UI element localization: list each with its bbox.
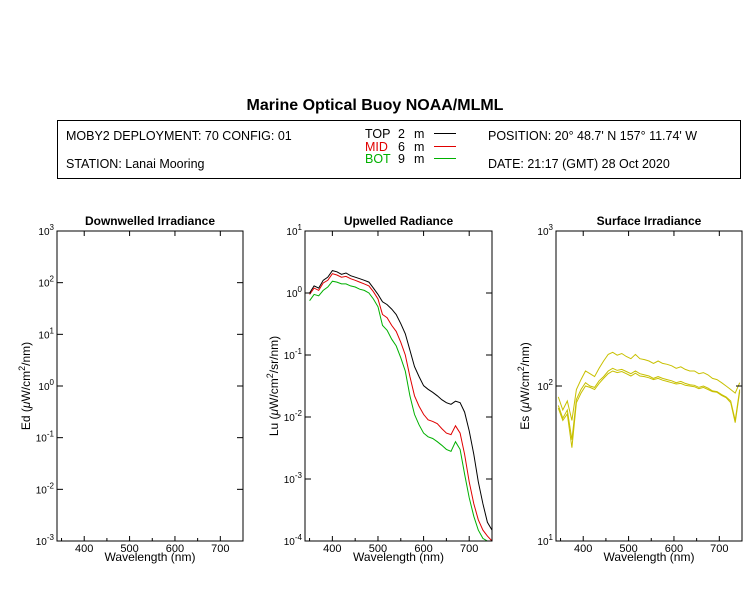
x-tick-label: 500 — [120, 543, 138, 555]
deployment-text: MOBY2 DEPLOYMENT: 70 CONFIG: 01 — [66, 129, 292, 143]
plot-frame — [56, 230, 244, 542]
series-line-es-2 — [557, 367, 741, 440]
y-tick-label: 10-1 — [36, 430, 55, 445]
x-axis-label: Wavelength (nm) — [105, 550, 196, 564]
y-tick-label: 10-2 — [284, 409, 303, 424]
x-axis-label: Wavelength (nm) — [604, 550, 695, 564]
x-tick-label: 700 — [460, 543, 478, 555]
y-axis-label: Ed (μW/cm2/nm) — [17, 342, 33, 430]
x-tick-label: 400 — [323, 543, 341, 555]
legend-mid-name: MID — [365, 140, 388, 154]
page-title: Marine Optical Buoy NOAA/MLML — [246, 97, 504, 114]
chart-title: Surface Irradiance — [597, 214, 702, 228]
y-tick-label: 10-4 — [284, 533, 303, 548]
y-tick-label: 102 — [537, 378, 553, 393]
legend-bot-depth: 9 — [398, 152, 405, 166]
legend-bot-name: BOT — [365, 152, 391, 166]
date-text: DATE: 21:17 (GMT) 28 Oct 2020 — [488, 157, 670, 171]
chart-panel-1: Downwelled Irradiance 400 500 600 700 10-3 10-… — [17, 214, 244, 564]
x-tick-label: 500 — [619, 543, 637, 555]
series-line-bot — [309, 280, 492, 541]
x-tick-label: 600 — [414, 543, 432, 555]
info-box: MOBY2 DEPLOYMENT: 70 CONFIG: 01 STATION:… — [57, 120, 741, 179]
y-tick-label: 10-1 — [284, 347, 303, 362]
legend-bot-unit: m — [414, 152, 425, 166]
y-tick-label: 103 — [38, 223, 54, 238]
y-axis-label: Lu (μW/cm2/sr/nm) — [265, 336, 281, 436]
legend-top-swatch — [434, 133, 456, 134]
y-tick-label: 101 — [38, 326, 54, 341]
y-tick-label: 102 — [38, 275, 54, 290]
series-line-mid — [309, 273, 492, 541]
chart-title: Upwelled Radiance — [344, 214, 454, 228]
x-tick-label: 700 — [710, 543, 728, 555]
x-tick-label: 500 — [369, 543, 387, 555]
x-tick-label: 600 — [166, 543, 184, 555]
x-axis-label: Wavelength (nm) — [353, 550, 444, 564]
station-text: STATION: Lanai Mooring — [66, 157, 205, 171]
series-line-top — [309, 270, 492, 531]
legend-top-depth: 2 — [398, 127, 405, 141]
x-tick-label: 400 — [574, 543, 592, 555]
x-tick-label: 700 — [211, 543, 229, 555]
legend-bot-swatch — [434, 158, 456, 159]
legend-mid-unit: m — [414, 140, 425, 154]
chart-panel-3: Surface Irradiance 400 500 600 700 101 102 103 W… — [516, 214, 743, 564]
series-line-es-1 — [557, 351, 741, 421]
legend-mid-swatch — [434, 146, 456, 147]
position-text: POSITION: 20° 48.7' N 157° 11.74' W — [488, 129, 698, 143]
y-tick-label: 103 — [537, 223, 553, 238]
y-axis-label: Es (μW/cm2/nm) — [516, 342, 532, 430]
y-tick-label: 100 — [38, 378, 54, 393]
y-tick-label: 10-2 — [36, 481, 55, 496]
legend-top-name: TOP — [365, 127, 391, 141]
y-tick-label: 100 — [286, 285, 302, 300]
legend-top-unit: m — [414, 127, 425, 141]
x-tick-label: 600 — [665, 543, 683, 555]
y-tick-label: 10-3 — [284, 471, 303, 486]
chart-panel-2: Upwelled Radiance 400 500 600 700 10-4 10-3 10-… — [265, 214, 493, 564]
plot-frame — [304, 230, 493, 542]
series-line-es-3 — [557, 370, 741, 448]
y-tick-label: 10-3 — [36, 533, 55, 548]
legend-mid-depth: 6 — [398, 140, 405, 154]
x-tick-label: 400 — [75, 543, 93, 555]
y-tick-label: 101 — [286, 223, 302, 238]
y-tick-label: 101 — [537, 533, 553, 548]
chart-title: Downwelled Irradiance — [85, 214, 215, 228]
